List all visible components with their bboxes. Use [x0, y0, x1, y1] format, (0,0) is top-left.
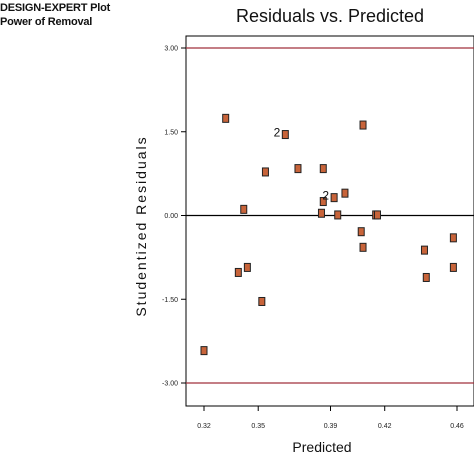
y-tick-label: 1.50 [164, 129, 178, 136]
data-point [319, 197, 327, 207]
data-point [240, 204, 248, 214]
point-count-label: 2 [274, 126, 281, 140]
x-axis-title: Predicted [292, 439, 351, 455]
y-axis-title: Studentized Residuals [133, 135, 149, 316]
x-tick-label: 0.32 [197, 423, 211, 430]
y-tick-label: 0.00 [164, 213, 178, 220]
reference-lines [186, 47, 474, 384]
plot-software-label: DESIGN-EXPERT Plot [0, 2, 111, 14]
x-tick-label: 0.42 [378, 423, 392, 430]
y-tick-label: -3.00 [162, 381, 178, 388]
data-point [422, 272, 430, 282]
y-tick-label: -1.50 [162, 297, 178, 304]
plot-frame [185, 35, 474, 407]
data-point [449, 233, 457, 243]
data-point [420, 245, 428, 255]
data-point [243, 262, 251, 272]
x-axis-ticks: 0.32 0.35 0.39 0.42 0.46 [197, 406, 464, 430]
data-point [200, 346, 208, 356]
data-point [294, 164, 302, 174]
y-tick-label: 3.00 [164, 46, 178, 53]
data-point [359, 242, 367, 252]
x-tick-label: 0.39 [324, 423, 338, 430]
data-point [317, 208, 325, 218]
data-point [334, 210, 342, 220]
data-point [341, 188, 349, 198]
data-point [222, 113, 230, 123]
y-axis-ticks: 3.00 1.50 0.00 -1.50 -3.00 [162, 46, 186, 388]
x-tick-label: 0.35 [251, 423, 265, 430]
data-point [330, 193, 338, 203]
data-point [234, 267, 242, 277]
data-point [357, 227, 365, 237]
data-point [281, 130, 289, 140]
data-points: 22 [200, 113, 457, 356]
chart-title: Residuals vs. Predicted [236, 6, 424, 26]
data-point [449, 262, 457, 272]
data-point [359, 120, 367, 130]
x-tick-label: 0.46 [450, 423, 464, 430]
data-point [261, 167, 269, 177]
data-point [373, 210, 381, 220]
response-name-label: Power of Removal [0, 16, 93, 28]
data-point [319, 164, 327, 174]
point-count-label: 2 [322, 189, 329, 203]
data-point [258, 296, 266, 306]
